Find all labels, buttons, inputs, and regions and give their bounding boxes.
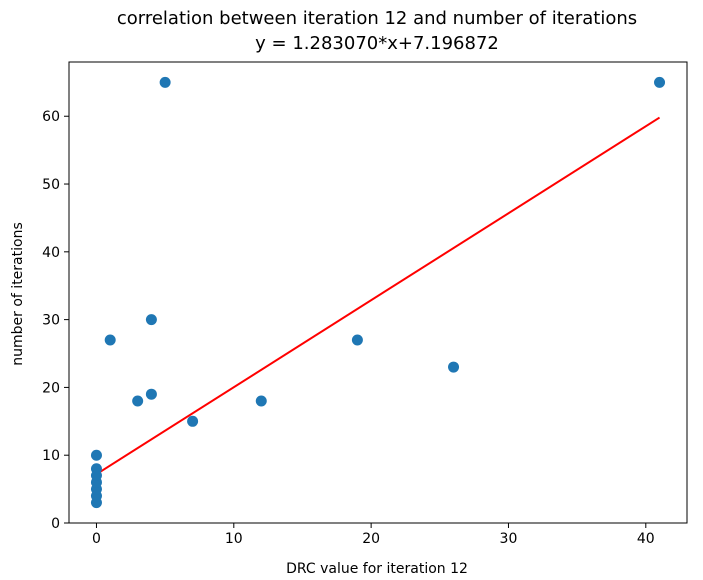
y-tick-label: 10 bbox=[42, 448, 60, 464]
x-tick-label: 10 bbox=[225, 531, 243, 547]
y-axis-label: number of iterations bbox=[10, 222, 26, 365]
axes-frame bbox=[68, 61, 688, 524]
fit-line bbox=[95, 116, 661, 476]
plot-area: 0 10 20 30 40 0 10 20 30 40 50 60 bbox=[42, 61, 688, 547]
chart-subtitle: y = 1.283070*x+7.196872 bbox=[255, 33, 499, 54]
x-tick-label: 0 bbox=[92, 531, 101, 547]
chart-title: correlation between iteration 12 and num… bbox=[117, 8, 637, 29]
x-tick-label: 30 bbox=[500, 531, 518, 547]
y-tick-label: 20 bbox=[42, 380, 60, 396]
y-tick-label: 50 bbox=[42, 177, 60, 193]
y-tick-label: 30 bbox=[42, 313, 60, 329]
y-tick-label: 0 bbox=[51, 516, 60, 532]
data-point bbox=[104, 334, 116, 346]
data-point bbox=[187, 415, 199, 427]
data-point bbox=[448, 361, 460, 373]
y-tick-label: 60 bbox=[42, 109, 60, 125]
data-point bbox=[654, 76, 666, 88]
x-axis-label: DRC value for iteration 12 bbox=[286, 561, 468, 577]
x-tick-label: 20 bbox=[362, 531, 380, 547]
data-point bbox=[145, 388, 157, 400]
data-point bbox=[351, 334, 363, 346]
data-point bbox=[145, 314, 157, 326]
data-point bbox=[90, 449, 102, 461]
y-tick-label: 40 bbox=[42, 245, 60, 261]
data-point bbox=[90, 463, 102, 475]
data-point bbox=[132, 395, 144, 407]
x-tick-label: 40 bbox=[637, 531, 655, 547]
data-point bbox=[159, 76, 171, 88]
data-point bbox=[255, 395, 267, 407]
